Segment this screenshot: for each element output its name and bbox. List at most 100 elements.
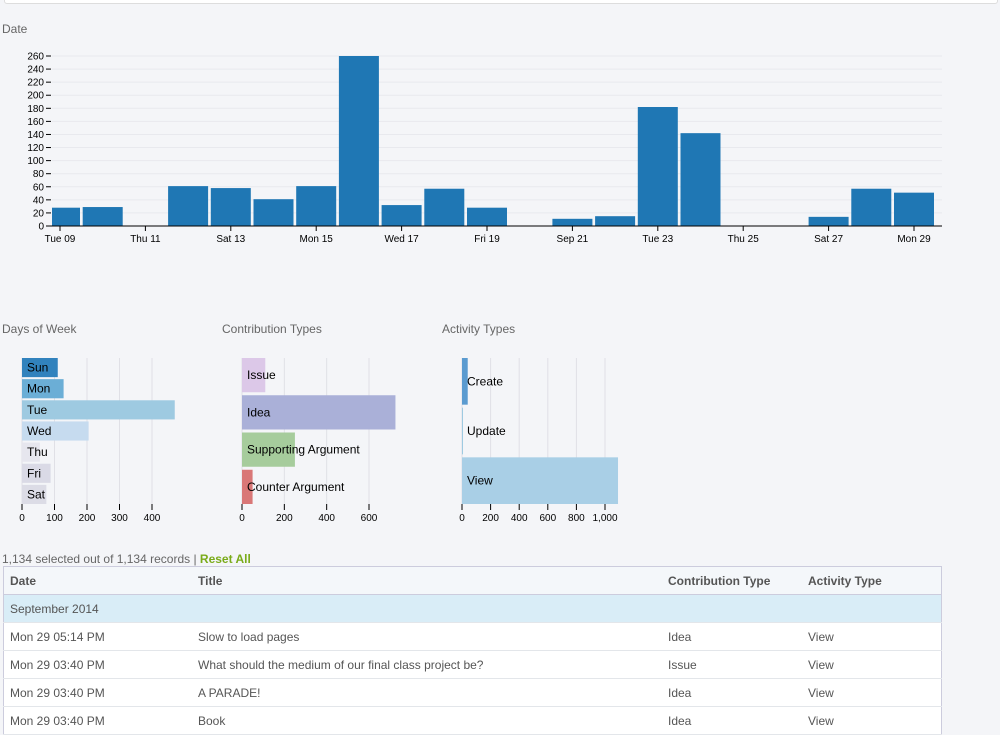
- x-tick-label: Sep 21: [557, 234, 589, 245]
- cell-title: What should the medium of our final clas…: [192, 650, 662, 679]
- date-bar[interactable]: [296, 186, 337, 226]
- y-tick-label: 180: [27, 104, 44, 115]
- group-label: September 2014: [3, 594, 942, 623]
- x-tick-label: 100: [46, 513, 63, 524]
- x-tick-label: Wed 17: [384, 234, 419, 245]
- date-bar[interactable]: [168, 186, 209, 226]
- cell-title: A PARADE!: [192, 678, 662, 707]
- date-chart-title: Date: [2, 22, 28, 36]
- row-bar-mon[interactable]: [22, 379, 64, 399]
- data-table: Date Title Contribution Type Activity Ty…: [3, 566, 942, 735]
- row-label: Update: [467, 424, 506, 438]
- x-tick-label: 1,000: [592, 513, 617, 524]
- row-bar-supporting-argument[interactable]: [242, 432, 295, 467]
- date-bar[interactable]: [552, 218, 593, 226]
- table-row[interactable]: Mon 29 03:40 PM What should the medium of…: [3, 650, 942, 679]
- cell-contribution-type: Idea: [662, 678, 802, 707]
- row-bar-tue[interactable]: [22, 400, 175, 420]
- col-date: Date: [3, 566, 192, 595]
- date-bar[interactable]: [851, 188, 892, 226]
- y-tick-label: 40: [33, 195, 45, 206]
- x-tick-label: 200: [482, 513, 499, 524]
- contribution-types-chart[interactable]: 0 200 400 600 Issue Idea Supporting Argument Co…: [220, 345, 420, 525]
- row-bar-idea[interactable]: [242, 395, 396, 430]
- cell-date: Mon 29 05:14 PM: [3, 622, 192, 651]
- cell-title: Slow to load pages: [192, 622, 662, 651]
- cell-date: Mon 29 03:40 PM: [3, 678, 192, 707]
- y-tick-label: 260: [27, 52, 44, 63]
- activity-types-chart[interactable]: 0 200 400 600 800 1,000 Create Update View: [440, 345, 640, 525]
- date-bar[interactable]: [82, 207, 123, 226]
- date-bar[interactable]: [637, 107, 678, 226]
- date-bar[interactable]: [808, 216, 849, 226]
- row-bar-sat[interactable]: [22, 484, 47, 504]
- date-bar[interactable]: [253, 199, 294, 226]
- date-bar[interactable]: [680, 133, 721, 226]
- y-tick-label: 240: [27, 65, 44, 76]
- cell-date: Mon 29 03:40 PM: [3, 650, 192, 679]
- y-tick-label: 60: [33, 182, 45, 193]
- row-bar-thu[interactable]: [22, 442, 40, 462]
- x-tick-label: 400: [318, 513, 335, 524]
- y-tick-label: 160: [27, 117, 44, 128]
- x-tick-label: Thu 25: [728, 234, 760, 245]
- row-label: Counter Argument: [247, 480, 345, 494]
- x-tick-label: Thu 11: [130, 234, 161, 245]
- date-bar[interactable]: [424, 188, 465, 226]
- table-row[interactable]: Mon 29 03:40 PM Book Idea View: [3, 706, 942, 735]
- table-row[interactable]: Mon 29 03:40 PM A PARADE! Idea View: [3, 678, 942, 707]
- reset-all-link[interactable]: Reset All: [199, 552, 251, 566]
- cell-activity-type: View: [802, 706, 942, 735]
- x-tick-label: 400: [511, 513, 528, 524]
- row-label: Wed: [27, 424, 51, 438]
- col-contribution-type: Contribution Type: [662, 566, 802, 595]
- row-label: Mon: [27, 382, 50, 396]
- row-bar-sun[interactable]: [22, 358, 58, 378]
- row-label: Fri: [27, 466, 41, 480]
- cell-title: Book: [192, 706, 662, 735]
- group-row: September 2014: [3, 594, 942, 623]
- date-bar[interactable]: [210, 188, 251, 226]
- cell-contribution-type: Issue: [662, 650, 802, 679]
- x-tick-label: 0: [459, 513, 465, 524]
- y-tick-label: 140: [27, 130, 44, 141]
- top-panel: [4, 0, 998, 4]
- x-tick-label: Tue 23: [642, 234, 673, 245]
- date-bar[interactable]: [338, 56, 379, 226]
- row-label: View: [467, 474, 493, 488]
- table-row[interactable]: Mon 29 05:14 PM Slow to load pages Idea Vie…: [3, 622, 942, 651]
- x-tick-label: 0: [19, 513, 25, 524]
- x-tick-label: 300: [111, 513, 128, 524]
- date-bar-chart[interactable]: 0 20 40 60 80 100 120 140 160 180 200 220 240 260 Tue …: [0, 40, 960, 250]
- date-bar[interactable]: [467, 207, 507, 226]
- date-bar[interactable]: [894, 192, 934, 226]
- x-tick-label: Sat 13: [216, 234, 245, 245]
- x-tick-label: Sat 27: [814, 234, 843, 245]
- date-bar[interactable]: [381, 205, 422, 226]
- y-tick-label: 120: [27, 143, 44, 154]
- cell-activity-type: View: [802, 622, 942, 651]
- x-tick-label: 600: [361, 513, 378, 524]
- row-bar-fri[interactable]: [22, 463, 51, 483]
- row-bar-issue[interactable]: [242, 358, 266, 393]
- row-label: Sun: [27, 361, 48, 375]
- y-tick-label: 80: [33, 169, 45, 180]
- date-bar[interactable]: [52, 207, 80, 226]
- cell-activity-type: View: [802, 678, 942, 707]
- row-bar-counter-argument[interactable]: [242, 469, 253, 504]
- col-title: Title: [192, 566, 662, 595]
- row-bar-create[interactable]: [462, 358, 468, 405]
- row-bar-view[interactable]: [462, 457, 619, 504]
- y-tick-label: 0: [38, 222, 44, 233]
- row-bar-update[interactable]: [462, 407, 463, 455]
- selection-summary: 1,134 selected out of 1,134 records | Re…: [2, 552, 251, 566]
- days-of-week-chart[interactable]: 0 100 200 300 400 Sun Mon Tue Wed Thu Fri Sat: [0, 345, 200, 525]
- y-tick-label: 20: [33, 208, 45, 219]
- row-bar-wed[interactable]: [22, 421, 89, 441]
- x-tick-label: Mon 15: [300, 234, 334, 245]
- date-bar[interactable]: [595, 216, 636, 226]
- y-tick-label: 220: [27, 78, 44, 89]
- days-chart-title: Days of Week: [2, 322, 77, 336]
- cell-date: Mon 29 03:40 PM: [3, 706, 192, 735]
- activity-chart-title: Activity Types: [442, 322, 516, 336]
